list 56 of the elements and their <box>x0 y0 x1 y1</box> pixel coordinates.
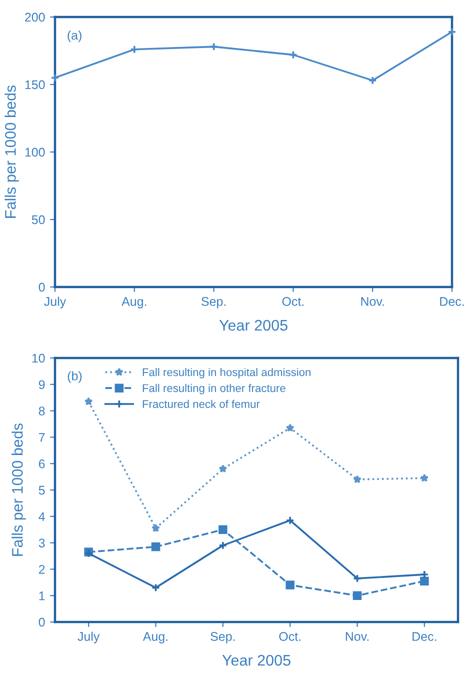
point <box>353 475 362 484</box>
y-tick-label: 4 <box>38 512 45 521</box>
y-tick-label: 100 <box>25 148 45 157</box>
y-tick-label: 1 <box>39 592 45 600</box>
point <box>420 576 429 586</box>
y-tick-label: 8 <box>38 406 45 416</box>
point <box>286 516 294 525</box>
y-tick-label: 7 <box>38 433 45 442</box>
y-tick-label: 9 <box>38 380 45 390</box>
y-tick-label: 3 <box>38 538 45 548</box>
y-tick-label: 10 <box>32 354 45 363</box>
point <box>151 583 160 592</box>
x-tick-label: Sep. <box>210 632 235 644</box>
legend-label: Fractured neck of femur <box>142 400 260 408</box>
point <box>218 464 228 473</box>
point <box>130 45 139 54</box>
point <box>218 541 228 550</box>
annotation: (a) <box>68 30 82 42</box>
point <box>84 397 93 406</box>
point <box>352 574 362 583</box>
y-tick-label: 50 <box>32 215 45 224</box>
y-axis-title: Falls per 1000 beds <box>12 423 26 556</box>
annotation: (b) <box>68 371 82 383</box>
x-tick-label: Nov. <box>361 297 384 306</box>
y-tick-label: 2 <box>38 565 45 574</box>
legend-label: Fall resulting in other fracture <box>142 384 286 394</box>
point <box>286 424 294 432</box>
x-tick-label: Nov. <box>346 632 368 641</box>
y-axis-title: Falls per 1000 beds <box>4 85 19 218</box>
y-tick-label: 0 <box>38 282 45 292</box>
y-tick-label: 0 <box>38 618 45 627</box>
point <box>152 524 160 532</box>
x-tick-label: Dec. <box>440 297 464 306</box>
x-tick-label: July <box>78 632 100 644</box>
point <box>286 580 294 590</box>
y-tick-label: 5 <box>38 486 45 495</box>
point <box>218 525 228 534</box>
x-axis-title: Year 2005 <box>219 320 288 331</box>
point <box>352 591 362 600</box>
point <box>368 76 377 85</box>
y-tick-label: 150 <box>25 80 45 90</box>
x-tick-label: Oct. <box>282 297 304 306</box>
point <box>288 50 298 60</box>
point <box>209 42 218 52</box>
x-tick-label: Sep. <box>202 297 226 308</box>
y-tick-label: 200 <box>25 12 45 22</box>
x-tick-label: Aug. <box>122 297 146 308</box>
point <box>151 542 160 552</box>
x-tick-label: Oct. <box>279 632 300 641</box>
point <box>420 474 429 482</box>
legend-label: Fall resulting in hospital admission <box>142 368 310 378</box>
x-tick-label: Aug. <box>142 632 168 644</box>
y-tick-label: 6 <box>38 459 45 468</box>
x-axis-title: Year 2005 <box>222 654 290 666</box>
x-tick-label: Dec. <box>412 632 436 641</box>
x-tick-label: July <box>44 296 66 308</box>
